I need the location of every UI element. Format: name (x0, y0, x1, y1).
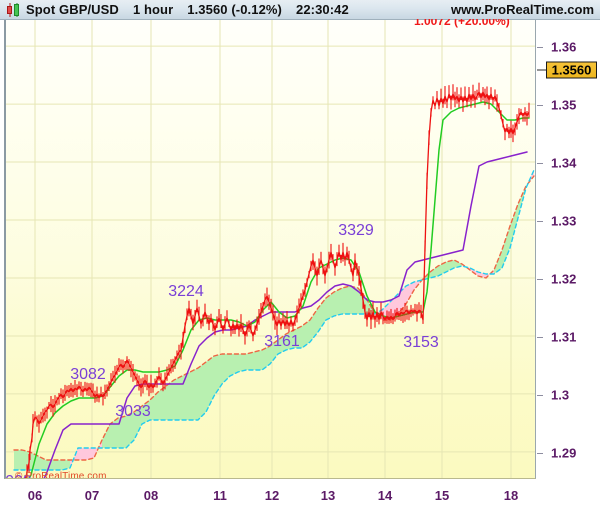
instrument-name: Spot GBP/USD (26, 2, 119, 17)
current-price-badge[interactable]: 1.3560 (546, 61, 597, 79)
date-tick-label: 15 (434, 488, 450, 503)
date-tick-label: 18 (503, 488, 519, 503)
swing-label-3009: 3009 (6, 473, 32, 478)
date-tick-label: 14 (377, 488, 393, 503)
series-price-bars (24, 82, 530, 478)
price-tick-mark (537, 105, 543, 107)
header-timestamp: 22:30:42 (296, 2, 349, 17)
price-tick-label: 1.34 (551, 155, 577, 171)
series-senkou-span-a (13, 175, 535, 461)
top-annotation-text: 1.0072 (+20.00%) (414, 19, 510, 28)
provider-website: www.ProRealTime.com (450, 2, 594, 17)
chart-canvas (6, 20, 535, 478)
date-tick-label: 11 (213, 488, 227, 503)
swing-label-3329: 3329 (338, 222, 374, 239)
candlestick-icon (6, 2, 21, 17)
chart-header-bar: Spot GBP/USD 1 hour 1.3560 (-0.12%) 22:3… (0, 0, 600, 20)
top-annotation-clipped: 1.0072 (+20.00%) (414, 19, 534, 30)
price-tick-mark (537, 163, 543, 165)
series-senkou-span-b (13, 169, 535, 471)
price-tick-mark (537, 221, 543, 222)
price-tick-mark (537, 452, 543, 454)
swing-label-3033: 3033 (115, 403, 151, 420)
watermark-text: © ProRealTime.com (15, 471, 107, 479)
price-tick-label: 1.36 (551, 39, 577, 55)
price-axis[interactable]: 1.36 1.35 1.34 1.33 1.32 1.31 1.3 1.29 1.3560 (537, 20, 600, 479)
price-tick-label: 1.32 (551, 271, 577, 287)
date-tick-label: 13 (320, 488, 336, 503)
timeframe-label: 1 hour (132, 2, 174, 17)
date-tick-label: 06 (27, 488, 43, 503)
price-tick-mark (537, 278, 543, 280)
date-tick-label: 08 (143, 488, 159, 503)
price-tick-mark (537, 394, 543, 396)
series-tenkan-sen (28, 101, 530, 478)
price-tick-label: 1.31 (551, 329, 577, 345)
grid-lines (6, 20, 535, 478)
swing-label-3161: 3161 (264, 333, 300, 350)
swing-label-3153: 3153 (403, 334, 439, 351)
date-tick-label: 07 (84, 488, 100, 503)
swing-label-3082: 3082 (70, 366, 106, 383)
header-price-change: 1.3560 (-0.12%) (187, 2, 282, 17)
price-tick-label: 1.33 (551, 213, 577, 229)
price-tick-mark (537, 47, 543, 49)
price-tick-label: 1.35 (551, 97, 577, 113)
chart-plot-area[interactable]: 3009 3082 3033 3224 3161 3329 3153 © ProRealTi… (4, 20, 536, 479)
price-tick-label: 1.3 (551, 387, 570, 403)
price-tick-label: 1.29 (551, 445, 577, 461)
price-tick-mark (537, 336, 543, 338)
current-price-pointer (537, 69, 546, 71)
swing-label-3224: 3224 (168, 283, 204, 300)
date-tick-label: 12 (264, 488, 280, 503)
date-axis[interactable]: 06 07 08 11 12 13 14 15 18 (0, 479, 600, 519)
